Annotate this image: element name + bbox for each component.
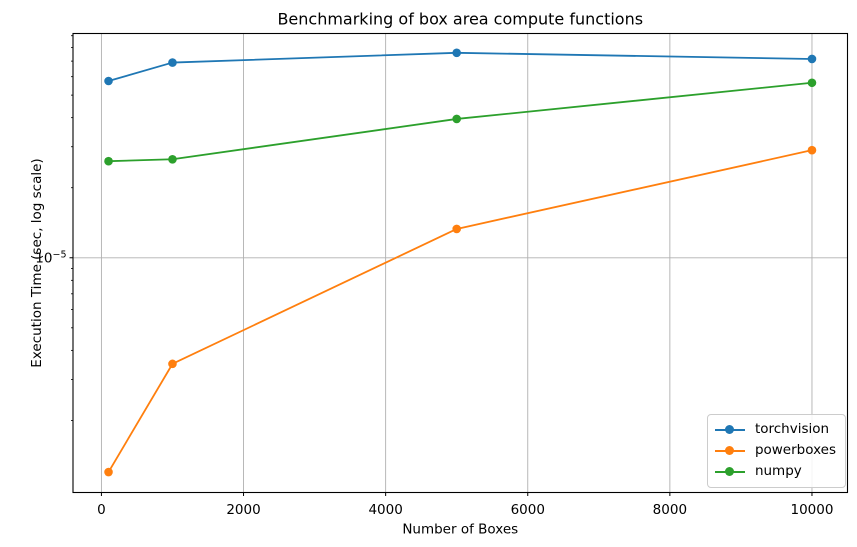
legend: torchvision powerboxes numpy — [706, 414, 846, 488]
series-line-torchvision — [107, 51, 813, 82]
legend-label: torchvision — [754, 420, 830, 437]
legend-dot — [725, 446, 735, 455]
legend-item-powerboxes: powerboxes — [714, 441, 836, 460]
series-line-powerboxes — [107, 149, 813, 473]
x-tick-label: 6000 — [511, 502, 545, 518]
legend-marker-icon — [714, 445, 745, 456]
data-point-torchvision — [104, 76, 113, 86]
data-point-numpy — [807, 78, 817, 88]
chart-title: Benchmarking of box area compute functio… — [277, 10, 643, 29]
legend-dot — [725, 467, 735, 476]
data-point-torchvision — [168, 58, 177, 67]
data-point-torchvision — [807, 54, 817, 64]
grid-layer — [73, 33, 848, 493]
legend-item-torchvision: torchvision — [714, 420, 836, 439]
legend-label: numpy — [754, 462, 802, 479]
data-point-torchvision — [452, 48, 461, 58]
y-axis-label: Execution Time (sec, log scale) — [29, 158, 45, 367]
data-point-powerboxes — [807, 145, 817, 155]
legend-dot — [725, 425, 735, 434]
x-tick-label: 8000 — [653, 502, 687, 518]
x-tick-label: 2000 — [226, 502, 260, 518]
legend-marker-icon — [714, 466, 745, 477]
legend-item-numpy: numpy — [714, 462, 836, 481]
tick-layer: 0 2000 4000 6000 8000 10000 10−5 — [35, 35, 833, 518]
plot-border — [72, 32, 849, 494]
x-tick-label: 10000 — [790, 502, 833, 518]
data-point-powerboxes — [452, 224, 461, 234]
y-tick-label: 10−5 — [35, 249, 66, 266]
legend-label: powerboxes — [754, 441, 836, 458]
legend-marker-icon — [714, 424, 745, 435]
x-axis-label: Number of Boxes — [402, 522, 518, 538]
x-tick-label: 4000 — [368, 502, 402, 518]
data-point-powerboxes — [168, 359, 177, 369]
series-line-numpy — [107, 81, 813, 163]
series-layer — [104, 48, 817, 477]
data-point-powerboxes — [104, 467, 113, 477]
x-tick-label: 0 — [97, 502, 106, 518]
data-point-numpy — [104, 156, 113, 166]
data-point-numpy — [452, 114, 461, 124]
data-point-numpy — [168, 154, 177, 164]
